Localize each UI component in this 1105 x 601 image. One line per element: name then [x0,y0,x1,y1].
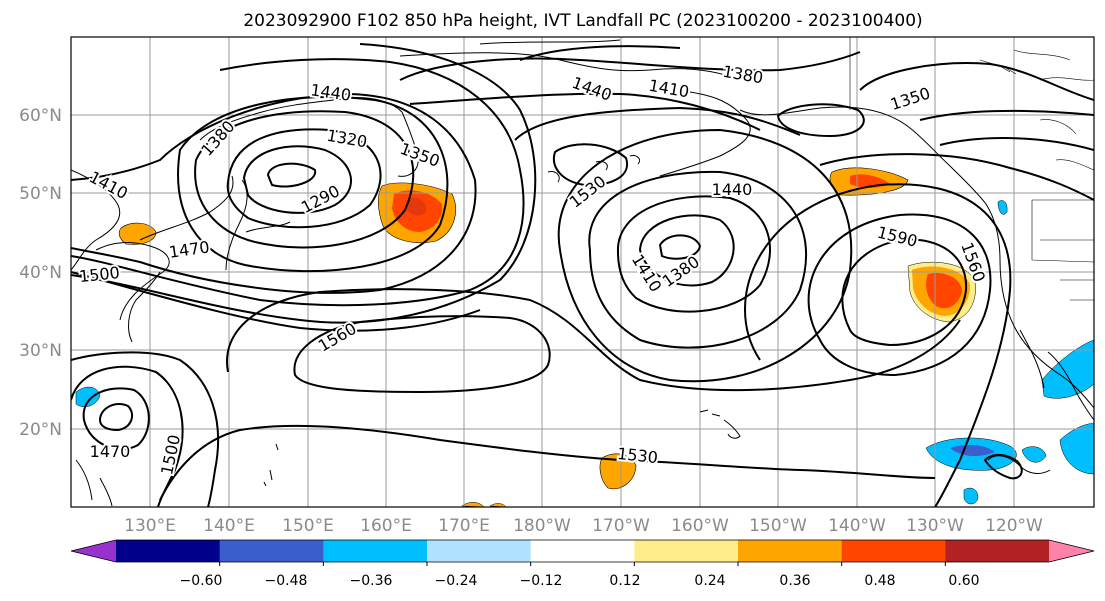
colorbar-extend-high [1049,540,1094,562]
colorbar-tick-label: 0.60 [948,573,979,589]
lon-tick-label: 140°W [828,516,886,536]
colorbar-tick-label: −0.36 [350,573,393,589]
lon-tick-label: 140°E [203,516,255,536]
colorbar-tick-label: −0.12 [520,573,563,589]
lat-tick-label: 30°N [19,341,62,361]
colorbar-ticks [219,562,946,566]
colorbar-tick-label: 0.36 [779,573,810,589]
figure-title: 2023092900 F102 850 hPa height, IVT Land… [243,11,922,31]
lat-tick-label: 40°N [19,263,62,283]
colorbar-swatch [945,540,1050,562]
colorbar-swatch [530,540,635,562]
lat-tick-label: 50°N [19,184,62,204]
ivt-negative-shading [75,200,1094,505]
colorbar-swatch [427,540,532,562]
colorbar-swatch [116,540,221,562]
colorbar-swatch [841,540,946,562]
contour-label: 1440 [712,180,753,199]
colorbar-tick-labels: −0.60 −0.48 −0.36 −0.24 −0.12 0.12 0.24 … [180,573,980,589]
height-contours [71,43,1094,507]
colorbar-tick-label: 0.24 [694,573,725,589]
lon-tick-label: 130°E [124,516,176,536]
colorbar-tick-label: −0.48 [265,573,308,589]
contour-label: 1470 [90,442,131,461]
map-frame [70,36,1095,508]
latitude-labels: 60°N 50°N 40°N 30°N 20°N [19,106,62,440]
lon-tick-label: 130°W [906,516,964,536]
lon-tick-label: 170°E [438,516,490,536]
colorbar-swatch [634,540,739,562]
colorbar-swatch [323,540,428,562]
lat-tick-label: 60°N [19,106,62,126]
colorbar-swatch [738,540,843,562]
colorbar-swatch [219,540,324,562]
longitude-labels: 130°E 140°E 150°E 160°E 170°E 180°W 170°… [124,516,1043,536]
colorbar: −0.60 −0.48 −0.36 −0.24 −0.12 0.12 0.24 … [70,539,1095,589]
lat-tick-label: 20°N [19,420,62,440]
coastlines [71,39,1094,507]
colorbar-tick-label: 0.12 [609,573,640,589]
colorbar-tick-label: 0.48 [864,573,895,589]
colorbar-tick-label: −0.60 [180,573,223,589]
lon-tick-label: 120°W [985,516,1043,536]
ivt-positive-shading [118,167,976,507]
lon-tick-label: 150°E [282,516,334,536]
lon-tick-label: 160°E [360,516,412,536]
lon-tick-label: 170°W [592,516,650,536]
colorbar-swatches [70,539,1095,563]
lon-tick-label: 150°W [749,516,807,536]
graticule [71,37,1094,507]
lon-tick-label: 180°W [513,516,571,536]
colorbar-tick-label: −0.24 [435,573,478,589]
colorbar-outline [70,539,1095,563]
colorbar-extend-low [71,540,116,562]
borders [849,37,1094,301]
lon-tick-label: 160°W [671,516,729,536]
